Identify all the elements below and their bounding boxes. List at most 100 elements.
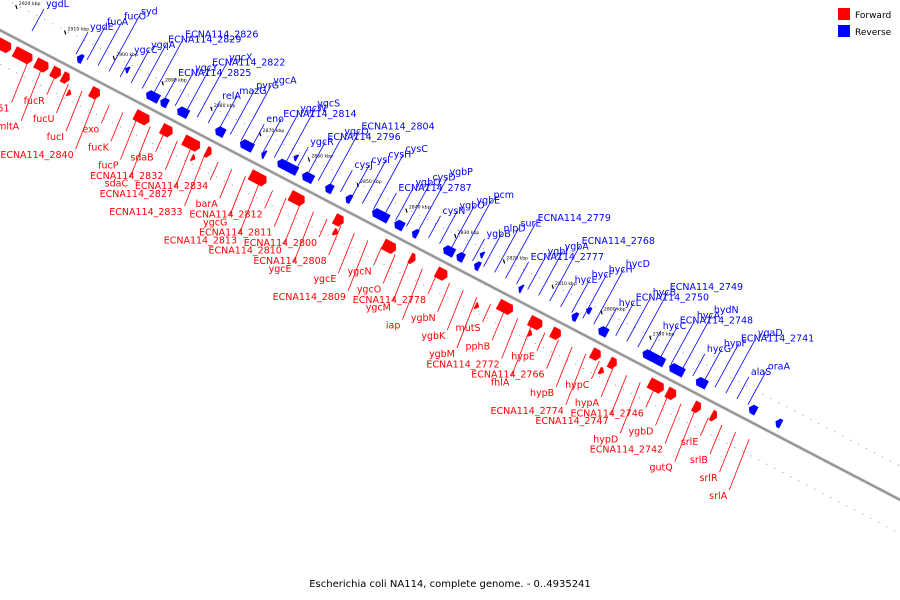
backbone-dot [291,148,293,150]
label-leader [392,261,410,302]
gene-label: ECNA114_2809 [273,292,346,303]
backbone-dot [199,168,201,170]
tick-label: 2910 kbp [68,26,90,32]
label-leader [293,211,314,263]
forward-gene-arrow-23 [664,386,677,401]
tick-label: 2810 kbp [555,281,577,287]
label-leader [728,438,750,491]
forward-gene-arrow-20 [588,347,601,361]
backbone-dot [179,89,181,92]
backbone-dot [586,302,588,304]
gene-label: cysC [405,144,428,155]
backbone-dot [387,198,389,200]
backbone-dot [602,310,604,312]
label-leader [75,98,97,150]
gene-label: ECNA114_2778 [353,295,426,306]
reverse-gene-arrow-22 [695,376,709,390]
label-leader [483,233,502,267]
backbone-dot [32,80,34,82]
backbone-dot [530,273,533,275]
backbone-dot [191,163,193,166]
forward-gene-arrow-6 [88,86,100,100]
backbone-dot [295,218,297,220]
forward-gene-arrow-18 [526,314,543,331]
backbone-dot [183,159,186,161]
backbone-dot [207,172,209,174]
gene-label: alaS [751,367,771,378]
gene-label: pcm [494,190,515,201]
backbone-dot [331,169,333,171]
backbone-dot [343,243,345,245]
label-leader [538,251,563,296]
reverse-gene-arrow-y1 [293,154,300,162]
gene-label: pphB [465,341,490,352]
label-leader [626,297,652,342]
label-leader [219,169,233,199]
label-leader [20,69,42,121]
gene-label: ygcE [269,264,292,275]
backbone-dot [886,526,888,528]
label-leader [655,396,668,426]
backbone-dot [818,422,820,425]
backbone-dot [355,181,357,183]
backbone-dot [411,210,413,212]
label-leader [610,375,628,416]
backbone-dot [678,417,680,419]
backbone-dot [742,451,744,453]
gene-label: ECNA114_2813 [164,235,237,246]
backbone-dot [894,530,896,532]
label-leader [130,49,150,84]
backbone-dot [136,134,138,136]
reverse-gene-arrow-y2 [479,251,486,259]
tick-label: 2860 kbp [311,154,333,160]
legend-swatch-forward [838,8,850,20]
reverse-gene-arrow-11 [372,208,391,224]
backbone-dot [247,193,249,195]
backbone-dot [514,264,517,266]
genome-backbone [0,28,900,502]
gene-label: ECNA114_2779 [538,213,611,224]
backbone-dot [0,63,2,66]
label-leader [437,282,451,313]
backbone-dot [44,19,46,21]
gene-label: hypB [530,388,554,399]
backbone-dot [750,455,752,457]
gene-label: ECNA114_2746 [571,408,644,419]
label-leader [65,90,83,132]
gene-features [0,37,784,429]
backbone-dot [718,438,720,440]
backbone-dot [558,355,561,357]
backbone-dot [443,227,445,229]
backbone-dot [80,105,82,107]
gene-label: hycL [619,298,642,309]
backbone-dot [431,288,433,290]
gene-label: ygbO [459,201,484,212]
gene-label: srlR [699,473,717,484]
backbone-dot [798,480,800,482]
label-leader [229,176,246,217]
backbone-dot [614,384,617,386]
tick-mark [15,4,18,10]
tick-label: 2880 kbp [214,103,236,109]
forward-gene-arrow-x2 [331,227,339,236]
gene-label: mutS [455,323,480,334]
label-leader [747,371,767,405]
backbone-dot [582,367,585,370]
label-leader [427,275,437,294]
backbone-dot [522,268,525,271]
backbone-dot [654,405,656,407]
label-leader [549,246,581,302]
tick-label: 2890 kbp [165,77,187,83]
label-leader [659,325,679,359]
backbone-dot [878,521,880,524]
backbone-dot [327,234,329,236]
label-leader [262,118,282,152]
backbone-dot [802,414,804,416]
label-leader [482,304,491,323]
tick-mark [551,284,554,290]
backbone-dot [131,64,133,67]
backbone-dot [147,73,149,75]
legend-label-reverse: Reverse [855,28,892,38]
backbone-dot [535,342,537,345]
backbone-dot [574,363,577,365]
